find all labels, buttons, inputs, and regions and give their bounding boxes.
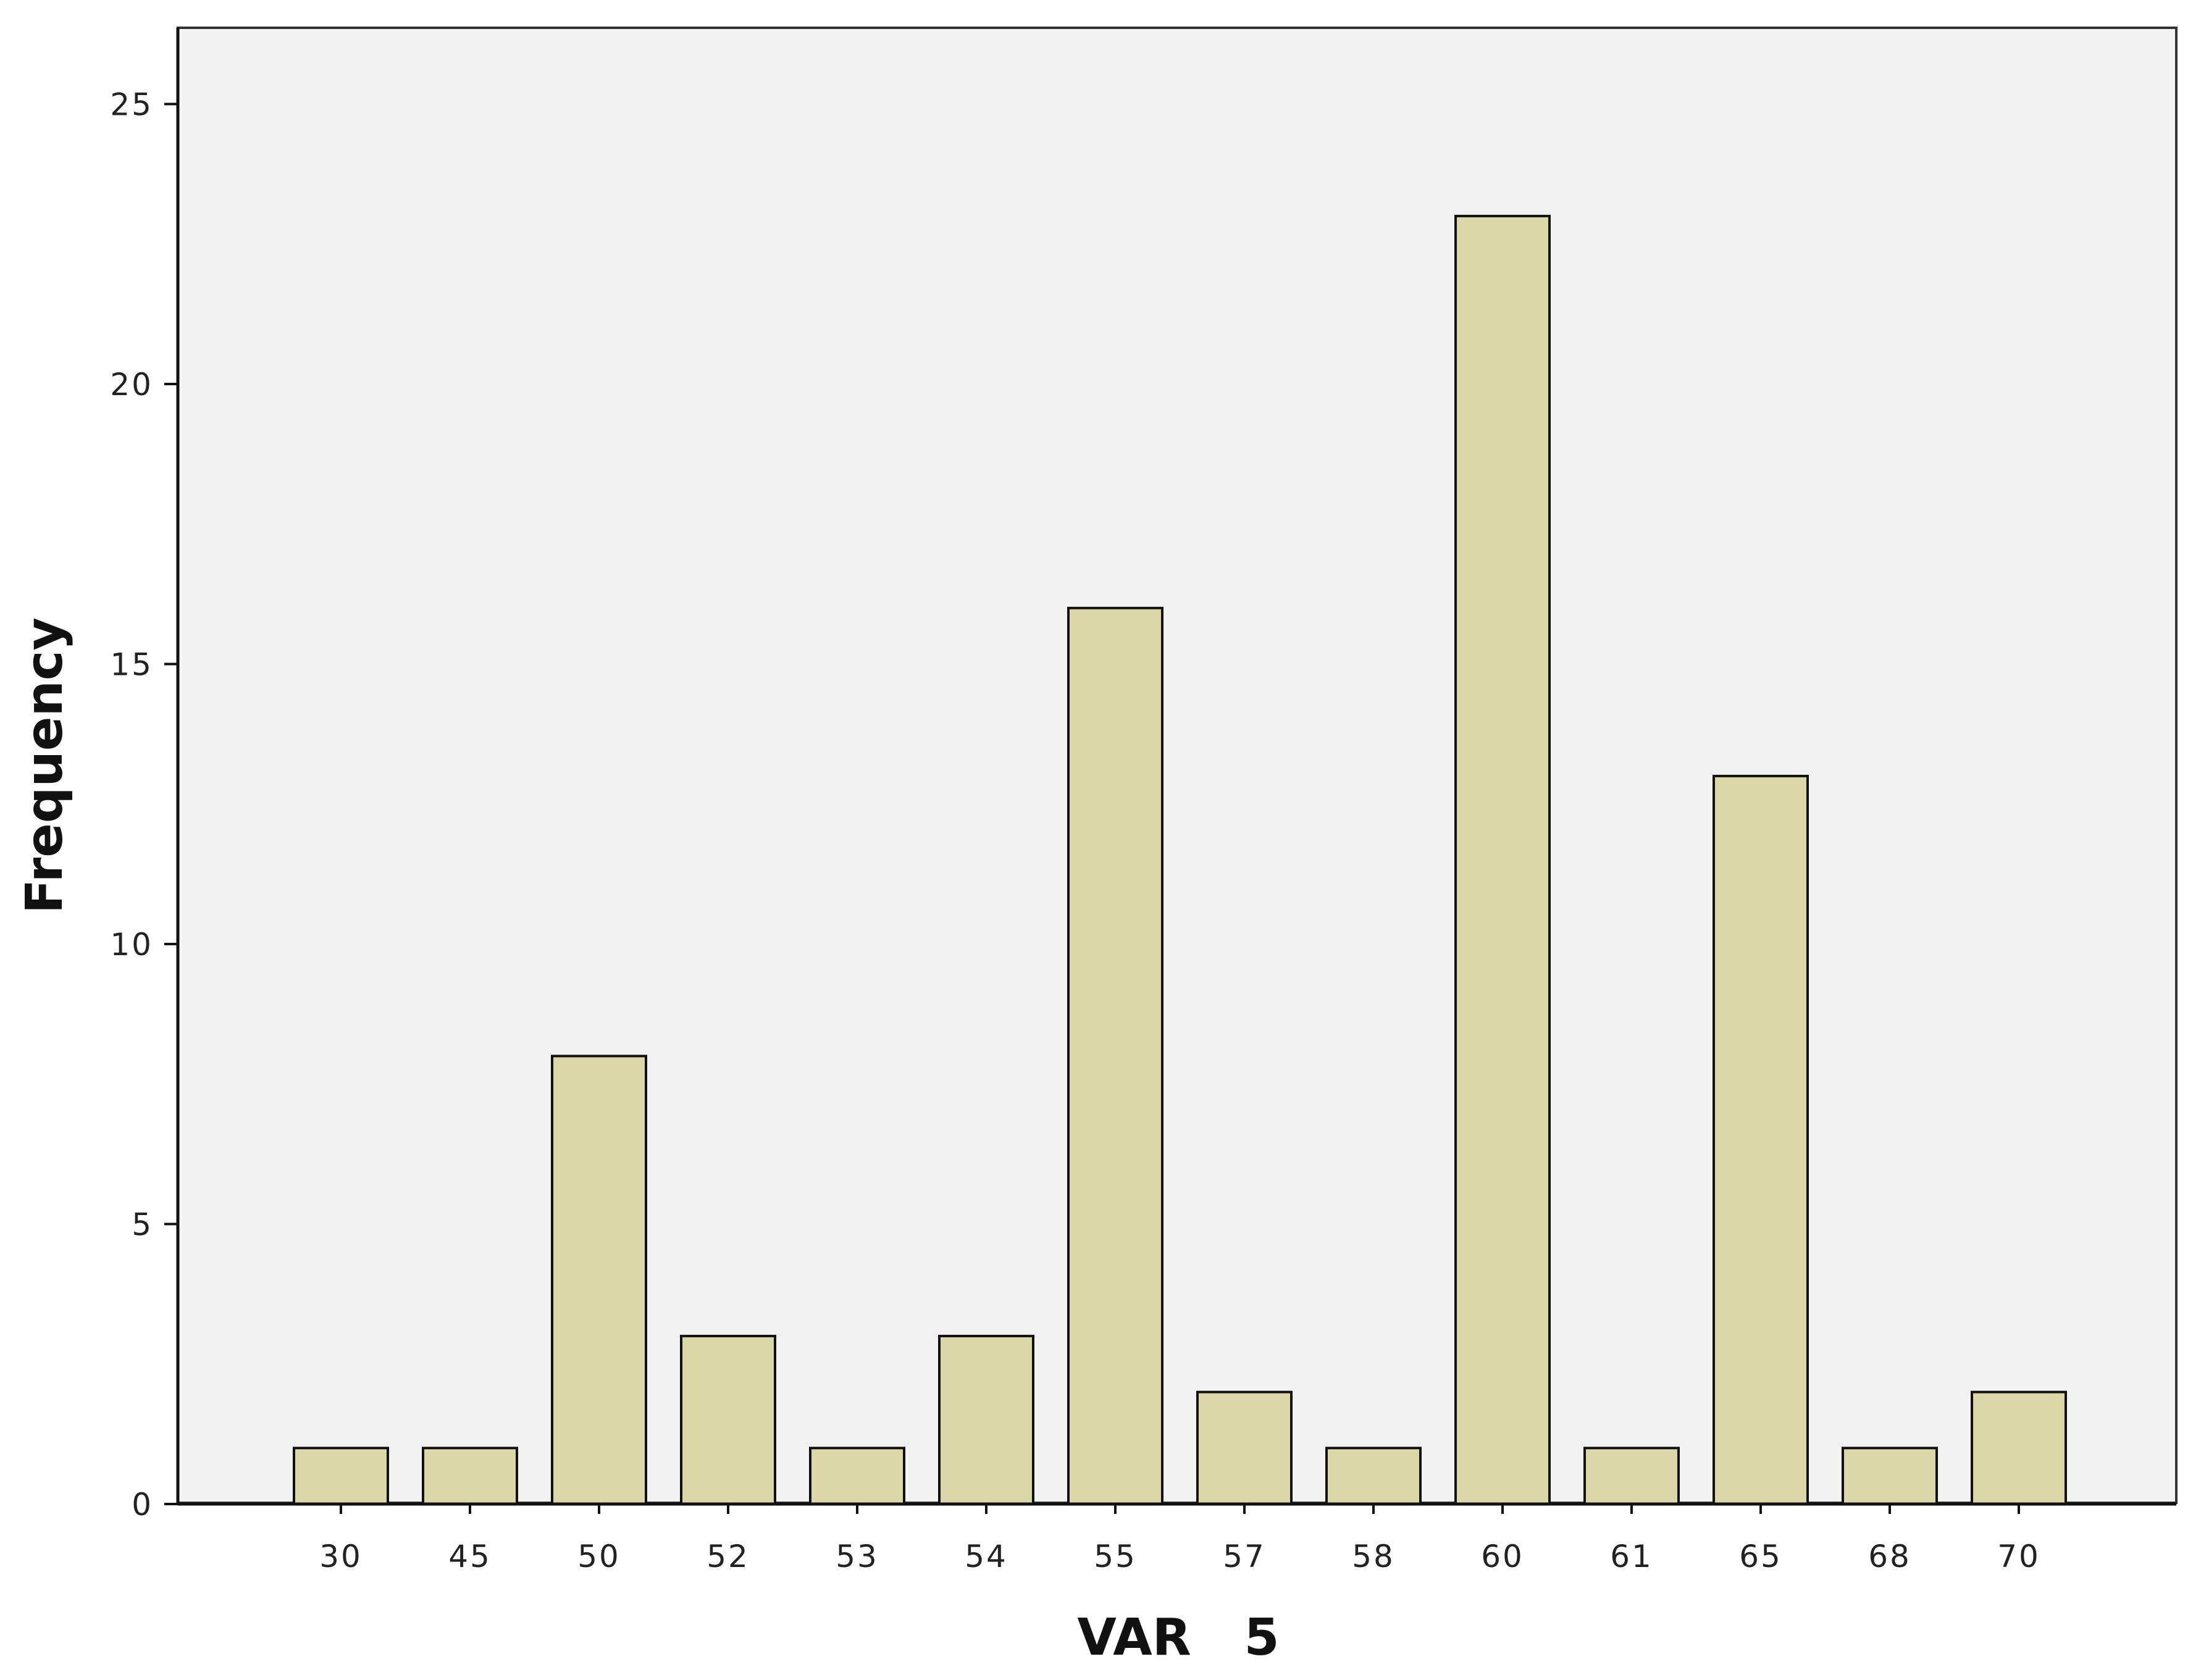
x-tick-label-60: 60 bbox=[1481, 1539, 1524, 1574]
y-ticks-layer: 0 5 10 15 20 25 bbox=[110, 87, 178, 1523]
bar-45 bbox=[422, 1447, 518, 1506]
bar-60 bbox=[1454, 214, 1551, 1506]
bar-65 bbox=[1713, 774, 1809, 1505]
x-tick-label-50: 50 bbox=[577, 1539, 621, 1574]
x-tick-label-57: 57 bbox=[1223, 1539, 1266, 1574]
y-tick-label-0: 0 bbox=[132, 1487, 153, 1523]
y-axis-title: Frequency bbox=[15, 617, 74, 914]
x-tick-label-58: 58 bbox=[1352, 1539, 1395, 1574]
bar-57 bbox=[1196, 1390, 1293, 1506]
y-tick-label-10: 10 bbox=[110, 927, 153, 963]
bar-54 bbox=[938, 1334, 1034, 1505]
x-tick-label-52: 52 bbox=[706, 1539, 750, 1574]
x-tick-label-53: 53 bbox=[836, 1539, 879, 1574]
bar-53 bbox=[809, 1447, 905, 1506]
y-tick-label-15: 15 bbox=[110, 647, 153, 683]
y-tick-label-5: 5 bbox=[132, 1207, 153, 1243]
y-tick-label-25: 25 bbox=[110, 87, 153, 123]
bar-52 bbox=[680, 1334, 776, 1505]
bar-30 bbox=[293, 1447, 389, 1506]
x-tick-label-65: 65 bbox=[1739, 1539, 1782, 1574]
bar-70 bbox=[1971, 1390, 2067, 1506]
x-tick-label-45: 45 bbox=[448, 1539, 492, 1574]
x-ticks-layer: 30 45 50 52 53 54 55 57 58 60 61 65 68 70 bbox=[319, 1504, 2040, 1574]
axes-layer bbox=[176, 28, 2176, 1506]
bars-layer bbox=[293, 214, 2067, 1506]
x-tick-label-61: 61 bbox=[1610, 1539, 1653, 1574]
bar-58 bbox=[1325, 1447, 1422, 1506]
bar-50 bbox=[551, 1055, 647, 1505]
bar-68 bbox=[1842, 1447, 1938, 1506]
x-tick-label-30: 30 bbox=[319, 1539, 363, 1574]
x-axis-title: VAR 5 bbox=[1077, 1608, 1279, 1667]
y-tick-label-20: 20 bbox=[110, 367, 153, 403]
x-tick-label-70: 70 bbox=[1997, 1539, 2040, 1574]
bar-55 bbox=[1067, 606, 1163, 1505]
bar-61 bbox=[1583, 1447, 1680, 1506]
x-tick-label-54: 54 bbox=[965, 1539, 1008, 1574]
x-tick-label-68: 68 bbox=[1868, 1539, 1911, 1574]
x-tick-label-55: 55 bbox=[1094, 1539, 1137, 1574]
plot-background bbox=[177, 27, 2178, 1504]
